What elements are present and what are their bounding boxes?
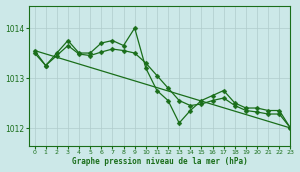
X-axis label: Graphe pression niveau de la mer (hPa): Graphe pression niveau de la mer (hPa) xyxy=(72,157,248,166)
